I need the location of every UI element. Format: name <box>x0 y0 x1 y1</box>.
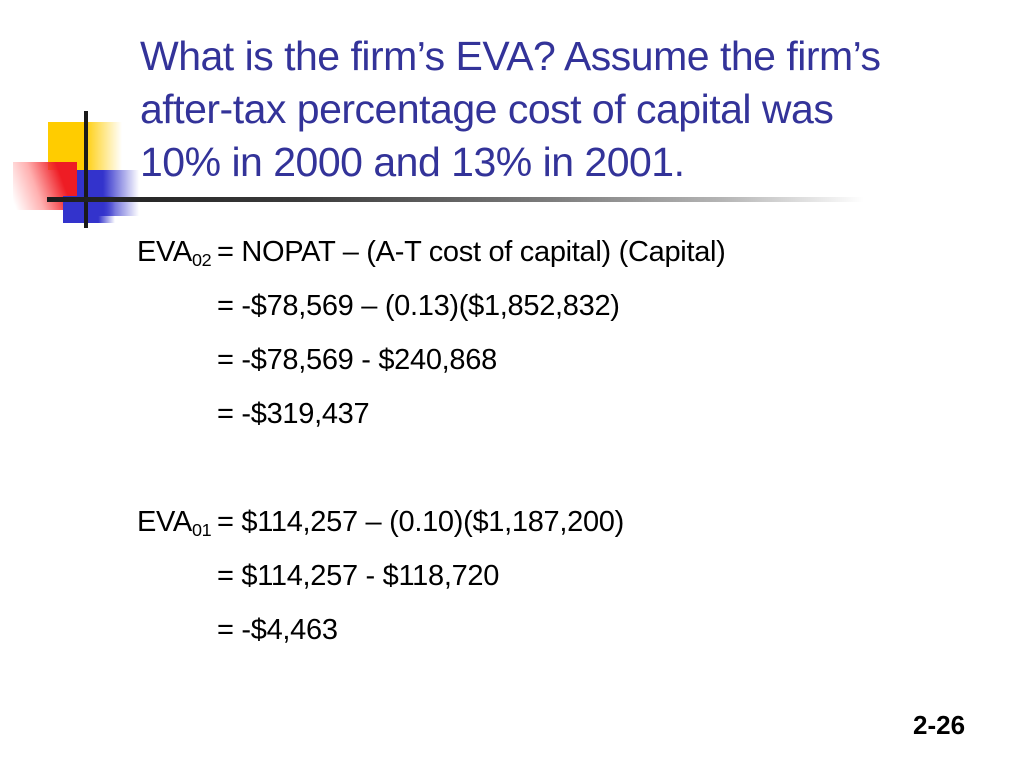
page-number: 2-26 <box>913 710 966 740</box>
equation-text: = $114,257 - $118,720 <box>217 560 500 592</box>
equation-line: = $114,257 - $118,720 <box>137 549 726 603</box>
equation-text: = NOPAT – (A-T cost of capital) (Capital… <box>217 236 726 268</box>
equation-text: = -$78,569 - $240,868 <box>217 344 497 376</box>
equation-line: = -$319,437 <box>137 387 726 441</box>
equation-text: = -$319,437 <box>217 398 370 430</box>
eva-2001-equation-block: EVA01 = $114,257 – (0.10)($1,187,200) = … <box>137 495 726 657</box>
title-underline <box>47 197 872 202</box>
title-line: after-tax percentage cost of capital was <box>140 86 834 132</box>
equation-text: = -$4,463 <box>217 614 338 646</box>
equation-line: = -$78,569 – (0.13)($1,852,832) <box>137 279 726 333</box>
eva-02-subscript: 02 <box>191 250 212 271</box>
equation-text: = -$78,569 – (0.13)($1,852,832) <box>217 290 620 322</box>
equation-line: = -$4,463 <box>137 603 726 657</box>
equation-line: = -$78,569 - $240,868 <box>137 333 726 387</box>
equation-line: EVA01 = $114,257 – (0.10)($1,187,200) <box>137 495 726 549</box>
equation-text: = $114,257 – (0.10)($1,187,200) <box>217 506 624 538</box>
title-line: What is the firm’s EVA? Assume the firm’… <box>140 33 881 79</box>
title-line: 10% in 2000 and 13% in 2001. <box>140 139 685 185</box>
eva-02-label: EVA02 <box>137 236 212 271</box>
eva-01-label: EVA01 <box>137 506 212 541</box>
equation-line: EVA02 = NOPAT – (A-T cost of capital) (C… <box>137 225 726 279</box>
slide-body: EVA02 = NOPAT – (A-T cost of capital) (C… <box>137 225 726 657</box>
eva-01-subscript: 01 <box>191 520 212 541</box>
vertical-accent-line <box>84 111 88 228</box>
eva-2002-equation-block: EVA02 = NOPAT – (A-T cost of capital) (C… <box>137 225 726 441</box>
slide-title: What is the firm’s EVA? Assume the firm’… <box>140 30 1020 189</box>
